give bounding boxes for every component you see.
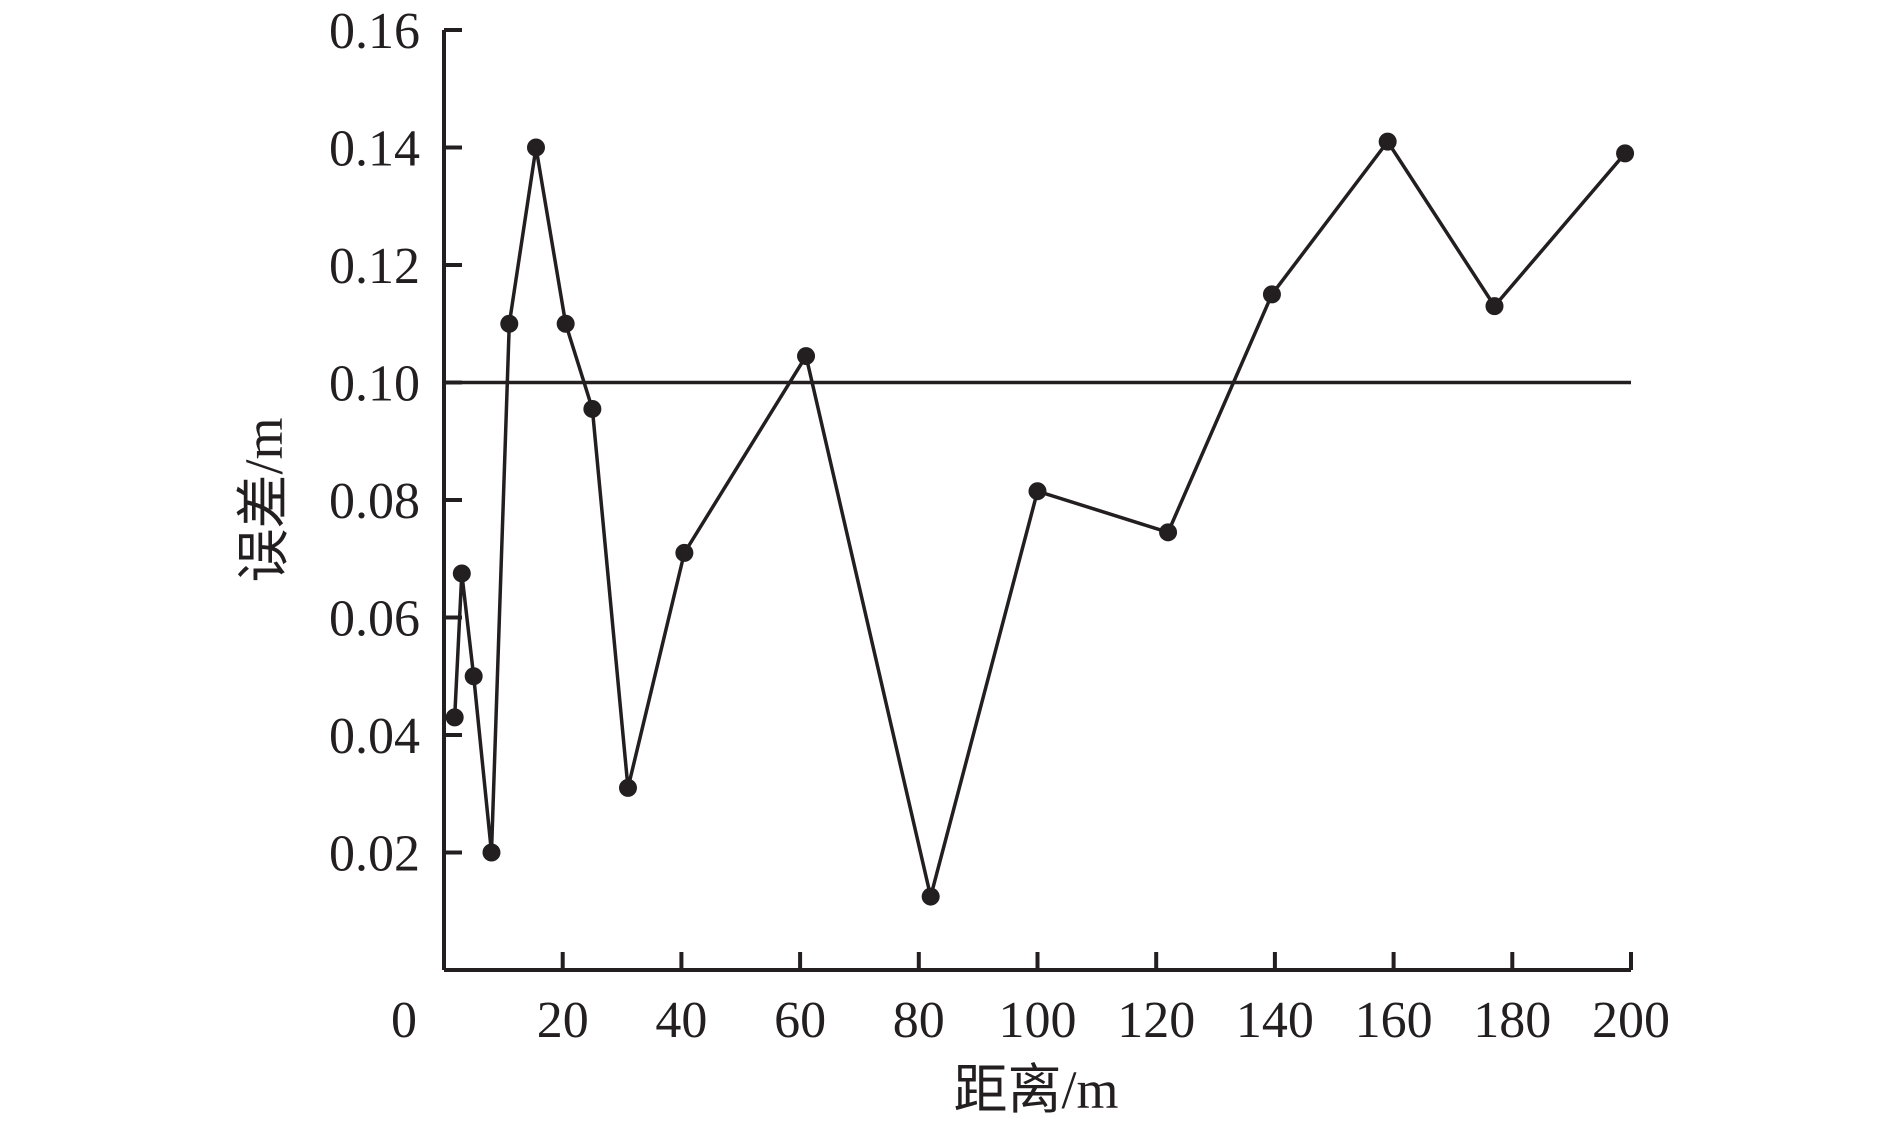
series-layer bbox=[445, 132, 1635, 906]
data-point bbox=[464, 667, 483, 686]
data-point bbox=[675, 543, 694, 562]
ticks-layer bbox=[444, 28, 1633, 970]
x-tick-label: 60 bbox=[774, 992, 826, 1049]
data-point bbox=[1028, 482, 1047, 501]
data-point bbox=[921, 887, 940, 906]
x-tick-label: 20 bbox=[537, 992, 589, 1049]
x-tick-label: 160 bbox=[1355, 992, 1433, 1049]
x-tick-label: 80 bbox=[893, 992, 945, 1049]
data-point bbox=[583, 399, 602, 418]
x-tick-label: 200 bbox=[1592, 992, 1670, 1049]
series-line bbox=[452, 138, 1627, 898]
data-point bbox=[1616, 144, 1635, 163]
data-point bbox=[1159, 523, 1178, 542]
y-tick-label: 0.02 bbox=[329, 826, 420, 883]
x-tick-label: 180 bbox=[1473, 992, 1551, 1049]
x-tick-label: 40 bbox=[655, 992, 707, 1049]
data-point bbox=[482, 843, 501, 862]
data-point bbox=[556, 314, 575, 333]
data-point bbox=[618, 778, 637, 797]
data-point bbox=[452, 564, 471, 583]
y-tick-label: 0.08 bbox=[329, 473, 420, 530]
data-point bbox=[500, 314, 519, 333]
data-point bbox=[1378, 132, 1397, 151]
x-tick-label: 100 bbox=[999, 992, 1077, 1049]
y-tick-label: 0.12 bbox=[329, 238, 420, 295]
y-tick-label: 0.14 bbox=[329, 121, 420, 178]
data-point bbox=[526, 138, 545, 157]
y-tick-label: 0.10 bbox=[329, 356, 420, 413]
y-axis-title: 误差/m bbox=[234, 417, 294, 582]
data-point bbox=[1262, 285, 1281, 304]
data-point bbox=[445, 708, 464, 727]
tick-labels-layer: 0.02 0.04 0.06 0.08 0.10 0.12 0.14 0.16 0 20 40 60 8… bbox=[329, 3, 1670, 1049]
x-axis-title: 距离/m bbox=[953, 1060, 1118, 1120]
y-tick-label: 0.04 bbox=[329, 708, 420, 765]
x-tick-label: 120 bbox=[1117, 992, 1195, 1049]
y-tick-label: 0.16 bbox=[329, 3, 420, 60]
data-point bbox=[1485, 297, 1504, 316]
y-tick-label: 0.06 bbox=[329, 591, 420, 648]
x-tick-label: 0 bbox=[391, 992, 417, 1049]
data-point bbox=[797, 347, 816, 366]
x-tick-label: 140 bbox=[1236, 992, 1314, 1049]
